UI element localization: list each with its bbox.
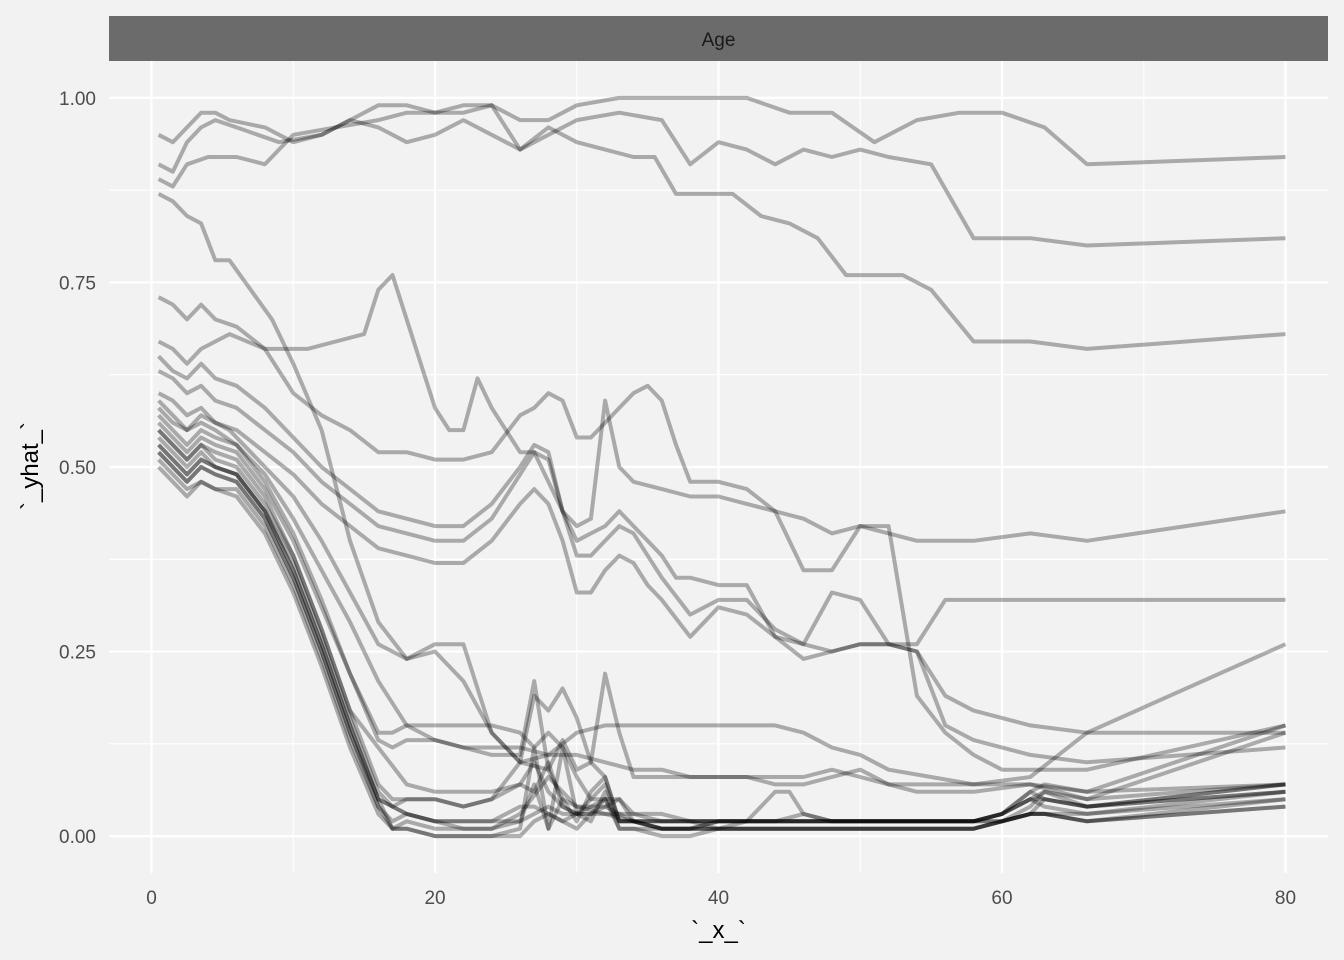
series-line-14 <box>157 413 1287 824</box>
y-tick-label: 0.50 <box>59 458 96 479</box>
series-line-16 <box>157 436 1286 831</box>
series-line-11 <box>157 399 1286 802</box>
y-tick-label: 0.75 <box>59 273 96 294</box>
series-line-15 <box>157 428 1286 831</box>
series-line-13 <box>157 428 1286 824</box>
series-line-5 <box>157 273 1286 543</box>
x-axis-title: `_x_` <box>691 917 746 944</box>
series-line-18 <box>157 450 1286 831</box>
series-line-7 <box>157 354 1286 654</box>
series-line-17 <box>157 443 1286 839</box>
x-tick-label: 40 <box>708 888 729 909</box>
x-tick-label: 80 <box>1275 888 1296 909</box>
y-tick-label: 1.00 <box>59 89 96 110</box>
major-gridlines <box>109 61 1328 873</box>
series-line-12 <box>157 421 1287 824</box>
x-axis-ticks: 0 20 40 60 80 <box>146 888 1296 909</box>
series-line-3 <box>157 103 1286 351</box>
series-line-2 <box>157 110 1286 248</box>
y-tick-label: 0.00 <box>59 827 96 848</box>
facet-strip <box>109 16 1328 61</box>
y-axis-ticks: 0.00 0.25 0.50 0.75 1.00 <box>59 89 96 848</box>
series-lines <box>157 95 1287 839</box>
series-line-4 <box>157 192 1286 794</box>
series-line-1 <box>157 95 1286 167</box>
series-line-22 <box>157 450 1286 831</box>
series-line-9 <box>157 391 1286 765</box>
y-axis-title: `_yhat_` <box>17 422 44 510</box>
y-tick-label: 0.25 <box>59 643 96 664</box>
series-line-19 <box>157 458 1286 831</box>
series-line-8 <box>157 369 1286 735</box>
series-line-10 <box>157 406 1287 787</box>
facet-strip-label: Age <box>702 30 736 51</box>
x-tick-label: 0 <box>146 888 157 909</box>
series-line-6 <box>157 295 1286 772</box>
x-tick-label: 60 <box>991 888 1012 909</box>
series-line-21 <box>157 443 1286 831</box>
x-tick-label: 20 <box>424 888 445 909</box>
series-line-20 <box>157 465 1286 839</box>
